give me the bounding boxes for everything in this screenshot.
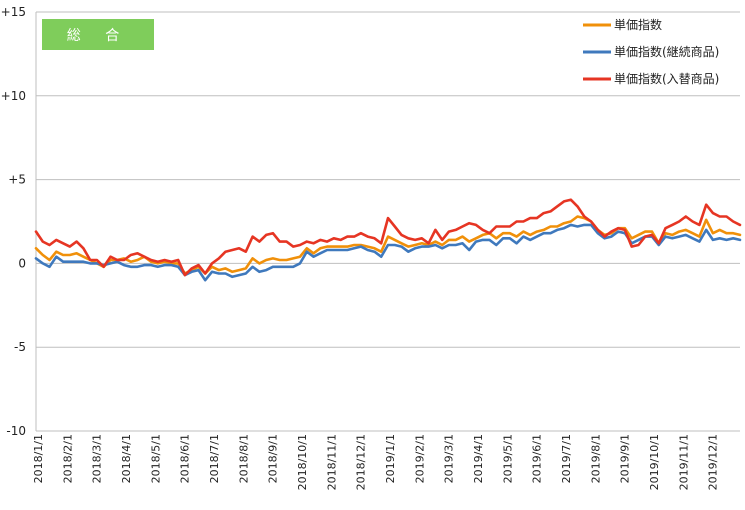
x-tick-label: 2018/6/1 [179,434,192,483]
x-tick-label: 2018/8/1 [237,434,250,483]
x-tick-label: 2018/1/1 [32,434,45,483]
x-tick-label: 2019/12/1 [707,434,720,490]
category-badge-label: 総 合 [67,28,129,44]
x-tick-label: 2019/4/1 [472,434,485,483]
x-tick-label: 2019/1/1 [384,434,397,483]
x-tick-label: 2019/8/1 [589,434,602,483]
x-tick-label: 2018/4/1 [120,434,133,483]
y-tick-label: -10 [6,424,26,438]
x-tick-label: 2018/11/1 [325,434,338,490]
y-tick-label: -5 [14,340,26,354]
x-tick-label: 2018/7/1 [208,434,221,483]
x-tick-label: 2018/5/1 [149,434,162,483]
y-tick-label: +15 [1,5,26,19]
y-axis-ticks: +15 +10 +5 0 -5 -10 [1,5,26,438]
x-tick-label: 2019/9/1 [619,434,632,483]
y-tick-label: 0 [18,256,26,270]
x-axis-ticks: 2018/1/1 2018/2/1 2018/3/1 2018/4/1 2018/5/1… [32,434,720,490]
category-badge: 総 合 [42,19,154,50]
x-tick-label: 2019/7/1 [560,434,573,483]
series-lines [34,198,742,282]
y-tick-label: +10 [1,89,26,103]
x-tick-label: 2018/10/1 [296,434,309,490]
legend-label-1: 単価指数(継続商品) [614,44,719,59]
x-tick-label: 2019/5/1 [501,434,514,483]
x-tick-label: 2019/2/1 [413,434,426,483]
x-tick-label: 2018/2/1 [61,434,74,483]
x-tick-label: 2019/6/1 [531,434,544,483]
x-tick-label: 2019/3/1 [443,434,456,483]
category-badge-background [42,19,154,50]
x-tick-label: 2019/11/1 [677,434,690,490]
legend-label-0: 単価指数 [614,17,662,32]
y-tick-label: +5 [8,173,26,187]
series-line-2 [34,198,742,277]
x-tick-label: 2018/3/1 [91,434,104,483]
x-tick-label: 2019/10/1 [648,434,661,490]
x-tick-label: 2018/12/1 [355,434,368,490]
series-line-1 [34,223,742,282]
x-tick-label: 2018/9/1 [267,434,280,483]
legend-label-2: 単価指数(入替商品) [614,71,719,86]
